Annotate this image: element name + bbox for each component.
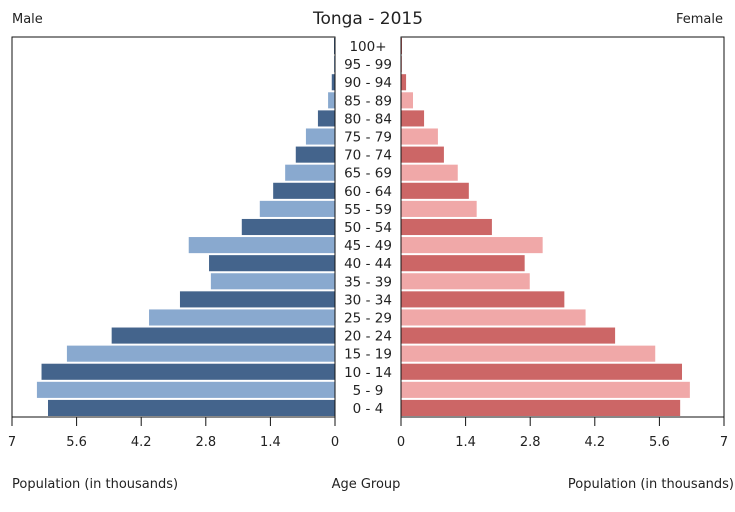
male-axis-tick-label: 1.4 [260,435,281,450]
age-group-label: 45 - 49 [344,238,392,254]
chart-title: Tonga - 2015 [312,9,423,29]
female-bar [401,74,407,91]
male-axis-tick-label: 5.6 [66,435,87,450]
female-bar [401,363,683,380]
male-bar [210,273,335,290]
male-axis-tick-label: 0 [331,435,339,450]
female-bar [401,92,413,109]
age-group-label: 40 - 44 [344,256,392,272]
female-bar [401,327,616,344]
age-group-label: 75 - 79 [344,130,392,146]
female-axis-tick-label: 2.8 [520,435,541,450]
male-x-axis-label: Population (in thousands) [12,477,178,492]
female-axis-tick-label: 4.2 [584,435,605,450]
male-axis-tick-label: 2.8 [195,435,216,450]
male-label: Male [12,12,43,27]
female-label: Female [676,12,723,27]
female-x-axis-label: Population (in thousands) [568,477,734,492]
female-axis-tick-label: 0 [397,435,405,450]
female-axis-tick-label: 7 [720,435,728,450]
male-bar [331,74,335,91]
male-bar [317,110,335,127]
male-plot-frame [11,36,336,418]
age-group-label: 50 - 54 [344,220,392,236]
age-group-label: 80 - 84 [344,111,392,127]
age-group-label: 0 - 4 [353,401,384,417]
age-group-label: 85 - 89 [344,93,392,109]
female-bar [401,218,492,236]
female-bar [401,309,586,326]
age-group-label: 95 - 99 [344,57,392,73]
male-axis-tick-label: 4.2 [131,435,152,450]
male-bar [259,200,335,217]
female-bar [401,345,656,362]
male-axis-tick-label: 7 [8,435,16,450]
female-bar [401,146,444,163]
female-x-axis: 0 1.4 2.8 4.2 5.6 7 [397,417,728,450]
age-group-labels: 0 - 4 5 - 9 10 - 14 15 - 19 20 - 24 25 - 29 30… [344,39,392,417]
female-bar [401,164,458,181]
male-bar [285,164,335,181]
male-bar [41,363,335,380]
age-group-label: 10 - 14 [344,365,392,381]
female-bar [401,128,438,145]
age-group-label: 70 - 74 [344,148,392,164]
female-axis-tick-label: 5.6 [649,435,670,450]
male-bar [47,399,336,416]
male-bar [305,128,335,145]
age-group-label: 65 - 69 [344,166,392,182]
age-group-axis-label: Age Group [332,477,401,492]
female-bar [401,399,681,416]
female-bar [401,381,690,398]
female-bar [401,237,543,254]
male-bar [241,218,335,236]
age-group-label: 60 - 64 [344,184,392,200]
male-bar [188,237,335,254]
age-group-label: 100+ [349,39,386,55]
male-bar [111,327,335,344]
age-group-label: 30 - 34 [344,292,392,308]
female-bar [401,110,425,127]
female-axis-tick-label: 1.4 [455,435,476,450]
male-x-axis: 7 5.6 4.2 2.8 1.4 0 [8,417,339,450]
female-bar [401,291,565,308]
age-group-label: 25 - 29 [344,310,392,326]
female-bar [401,273,530,290]
female-bars [401,38,690,416]
male-bar [295,146,335,163]
age-group-label: 20 - 24 [344,329,392,345]
female-bar [401,200,477,217]
female-plot-frame [400,36,725,418]
male-bar [36,381,335,398]
age-group-label: 35 - 39 [344,274,392,290]
age-group-label: 15 - 19 [344,347,392,363]
male-bar [66,345,335,362]
female-bar [401,255,525,272]
age-group-label: 5 - 9 [353,383,384,399]
age-group-label: 90 - 94 [344,75,392,91]
male-bar [149,309,335,326]
male-bar [273,182,335,199]
male-bar [209,255,335,272]
female-bar [401,182,469,199]
male-bar [179,291,335,308]
male-bar [328,92,335,109]
age-group-label: 55 - 59 [344,202,392,218]
male-bars [36,38,336,416]
